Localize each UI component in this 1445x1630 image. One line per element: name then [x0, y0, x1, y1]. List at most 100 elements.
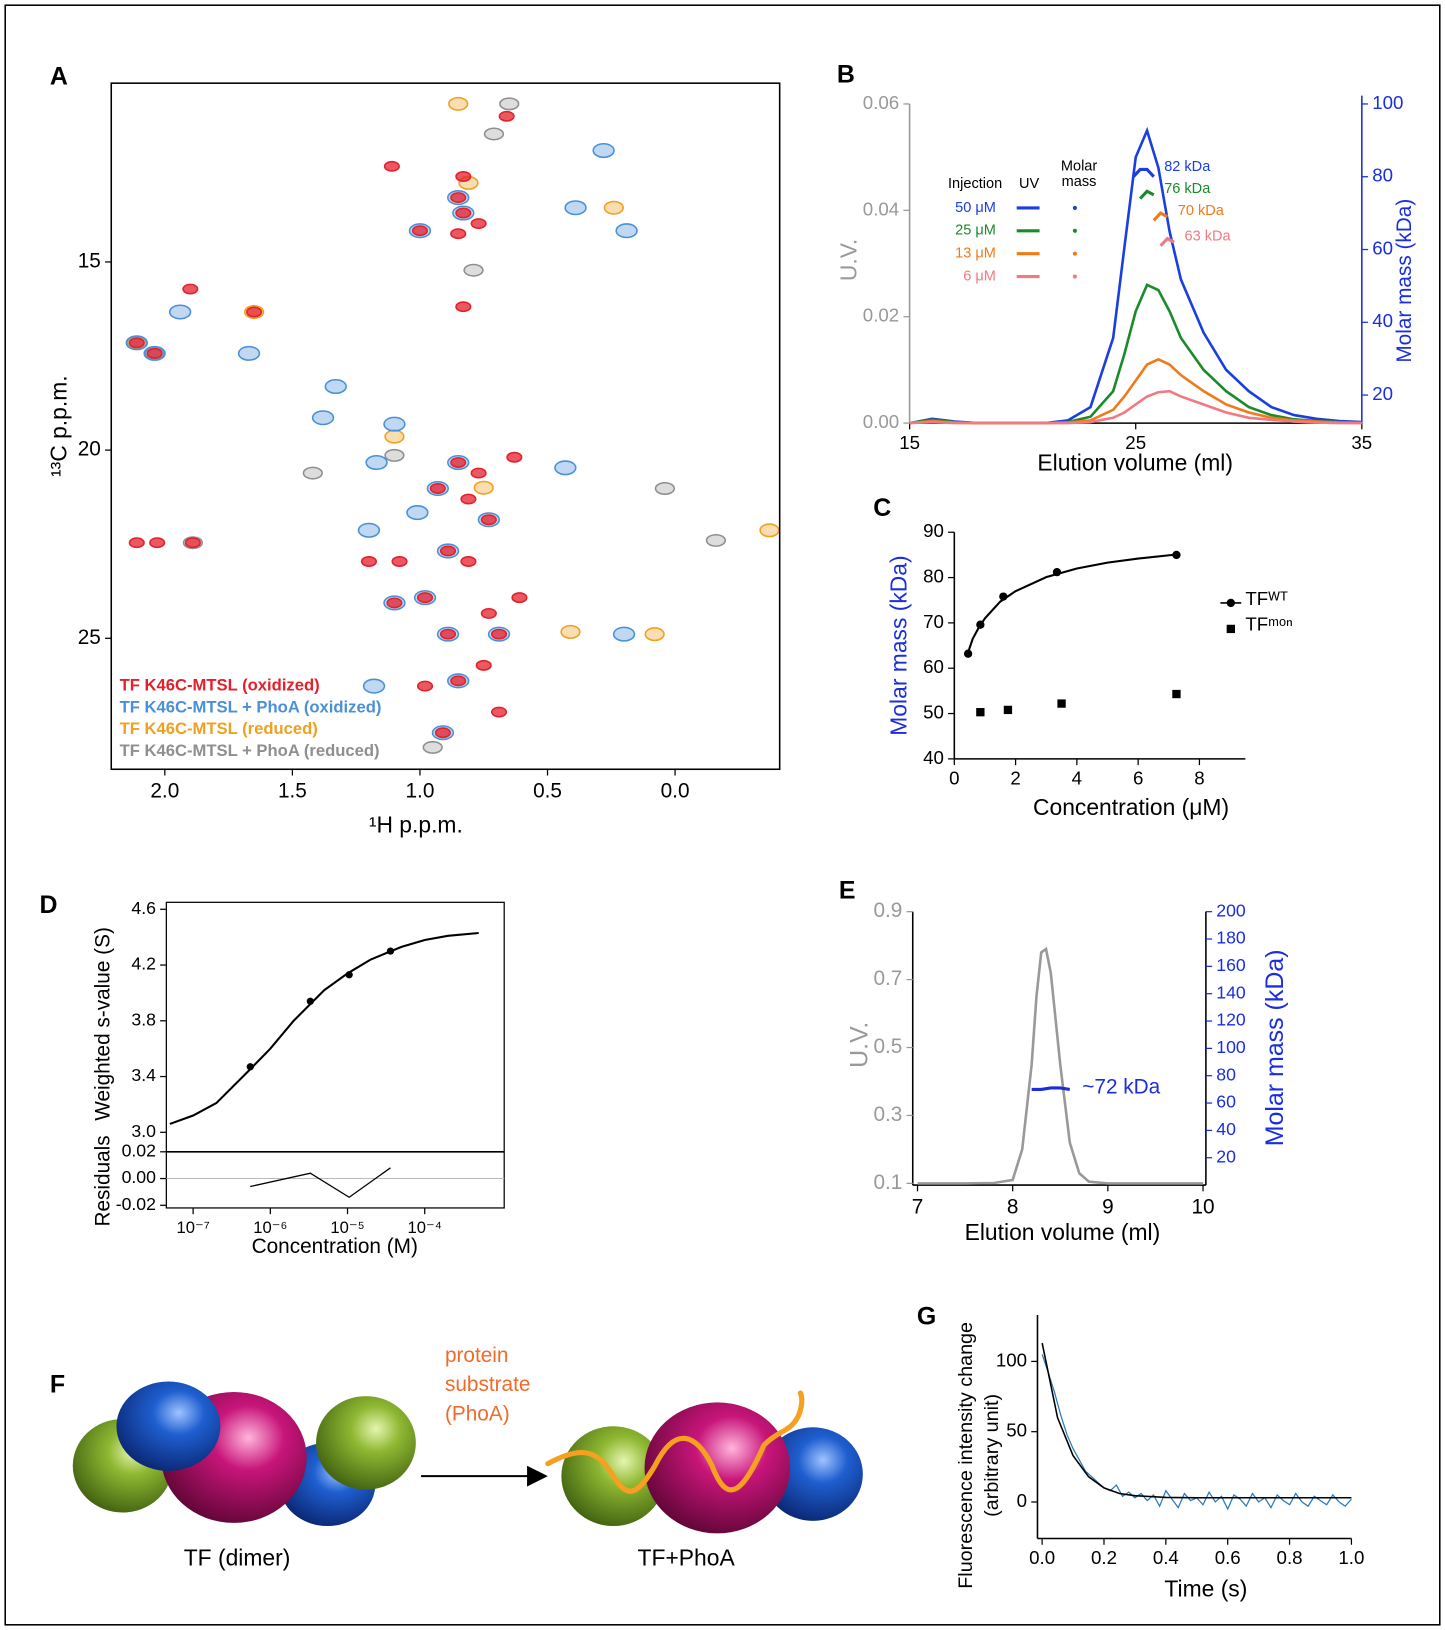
y2-tick-label: 140: [1216, 982, 1246, 1002]
y-tick-label: 0.02: [863, 305, 899, 326]
substrate-label: substrate: [445, 1373, 530, 1396]
peak: [383, 416, 406, 432]
diagram-label: TF (dimer): [184, 1544, 291, 1570]
peak: [184, 537, 201, 549]
x-axis-label: Concentration (M): [252, 1235, 418, 1258]
x-axis-label: ¹H p.p.m.: [369, 811, 463, 837]
y-axis-label: Fluorescence intensity change: [955, 1322, 977, 1589]
x-tick-label: 0.5: [533, 780, 562, 803]
peak: [360, 556, 377, 567]
peak: [498, 110, 515, 122]
panel-letter: G: [917, 1303, 936, 1331]
y-tick-label: 15: [78, 249, 101, 272]
peak: [357, 522, 381, 538]
peak: [439, 545, 457, 557]
x-tick-label: 2: [1010, 768, 1020, 789]
y-tick-label: 0.04: [863, 198, 899, 219]
peak: [450, 457, 467, 468]
x-tick-label: 1.0: [1338, 1547, 1364, 1568]
point: [1172, 550, 1181, 560]
x-axis-label: Elution volume (ml): [965, 1219, 1161, 1245]
y-tick-label: 50: [1006, 1420, 1027, 1441]
y-tick-label: 0: [1017, 1490, 1027, 1511]
y2-tick-label: 80: [1372, 165, 1393, 186]
y-tick-label: 0.00: [122, 1167, 157, 1187]
x-tick-label: 1.5: [278, 780, 307, 803]
y-tick-label: 0.7: [873, 967, 902, 990]
peak: [182, 283, 199, 295]
y2-tick-label: 100: [1372, 92, 1403, 113]
mass-line: [1152, 211, 1169, 222]
mass-line: [1139, 189, 1155, 200]
peak: [411, 225, 429, 237]
y-tick-label: 60: [923, 656, 944, 677]
peak: [460, 556, 477, 567]
mass-line: [1159, 236, 1175, 247]
peak: [455, 171, 472, 182]
point: [1172, 689, 1181, 699]
y2-tick-label: 100: [1216, 1037, 1246, 1057]
y-tick-label: 50: [923, 701, 944, 722]
peak: [475, 659, 492, 671]
diagram-label: TF+PhoA: [638, 1544, 736, 1570]
y-tick-label: 20: [78, 438, 101, 461]
peak: [460, 493, 477, 505]
peak: [615, 223, 638, 239]
point: [963, 649, 973, 658]
substrate-chain: [545, 1390, 805, 1494]
peak: [480, 607, 497, 619]
peak: [406, 505, 429, 521]
y-tick-label: 25: [78, 626, 101, 649]
x-tick-label: 7: [912, 1195, 924, 1218]
x-axis-label: Concentration (μM): [1033, 794, 1229, 820]
x-tick-label: 35: [1351, 432, 1372, 453]
peak: [470, 467, 487, 479]
x-tick-label: 0.0: [661, 780, 690, 803]
legend-swatch: [1226, 624, 1235, 634]
peak: [654, 482, 676, 495]
y2-tick-label: 120: [1216, 1010, 1246, 1030]
legend-swatch: [1072, 205, 1077, 210]
x-tick-label: 25: [1125, 432, 1146, 453]
x-tick-label: 2.0: [150, 780, 179, 803]
peak: [416, 592, 434, 604]
y-tick-label: 0.1: [873, 1171, 902, 1194]
x-axis-label: Elution volume (ml): [1037, 450, 1233, 476]
panel-letter: B: [837, 60, 855, 88]
peak: [391, 556, 408, 567]
point: [1057, 699, 1066, 708]
peak: [311, 410, 335, 426]
panel-letter: D: [40, 891, 58, 919]
point: [1003, 705, 1013, 715]
y-tick-label: 0.9: [873, 899, 902, 922]
peak: [463, 263, 484, 277]
y-axis-label: U.V.: [835, 239, 861, 281]
x-tick-label: 0.8: [1277, 1547, 1303, 1568]
mass-line: [1031, 1086, 1071, 1091]
peak: [434, 727, 451, 739]
x-tick-label: 10: [1191, 1195, 1214, 1218]
point: [345, 971, 353, 979]
peak: [592, 142, 615, 159]
x-tick-label: 8: [1007, 1195, 1019, 1218]
mass-label: 82 kDa: [1164, 159, 1211, 175]
peak: [429, 483, 446, 494]
legend-entry: TF K46C-MTSL + PhoA (reduced): [120, 741, 380, 760]
sphere: [644, 1402, 791, 1534]
mass-label: 70 kDa: [1178, 203, 1225, 219]
y-tick-label: 0.06: [863, 92, 899, 113]
y-tick-label: 3.8: [131, 1009, 156, 1029]
mass-line: [1132, 167, 1155, 178]
peak: [384, 448, 405, 462]
peak: [450, 675, 467, 687]
x-tick-label: 10⁻⁵: [330, 1218, 364, 1237]
legend-entry: TF K46C-MTSL + PhoA (oxidized): [120, 697, 382, 716]
peak: [612, 626, 636, 642]
fit-line: [965, 553, 1177, 658]
peak: [422, 740, 443, 754]
x-tick-label: 0.2: [1091, 1547, 1117, 1568]
y-tick-label: 90: [923, 520, 944, 541]
peak: [168, 304, 192, 320]
legend-entry: TFᵐᵒⁿ: [1245, 614, 1292, 635]
